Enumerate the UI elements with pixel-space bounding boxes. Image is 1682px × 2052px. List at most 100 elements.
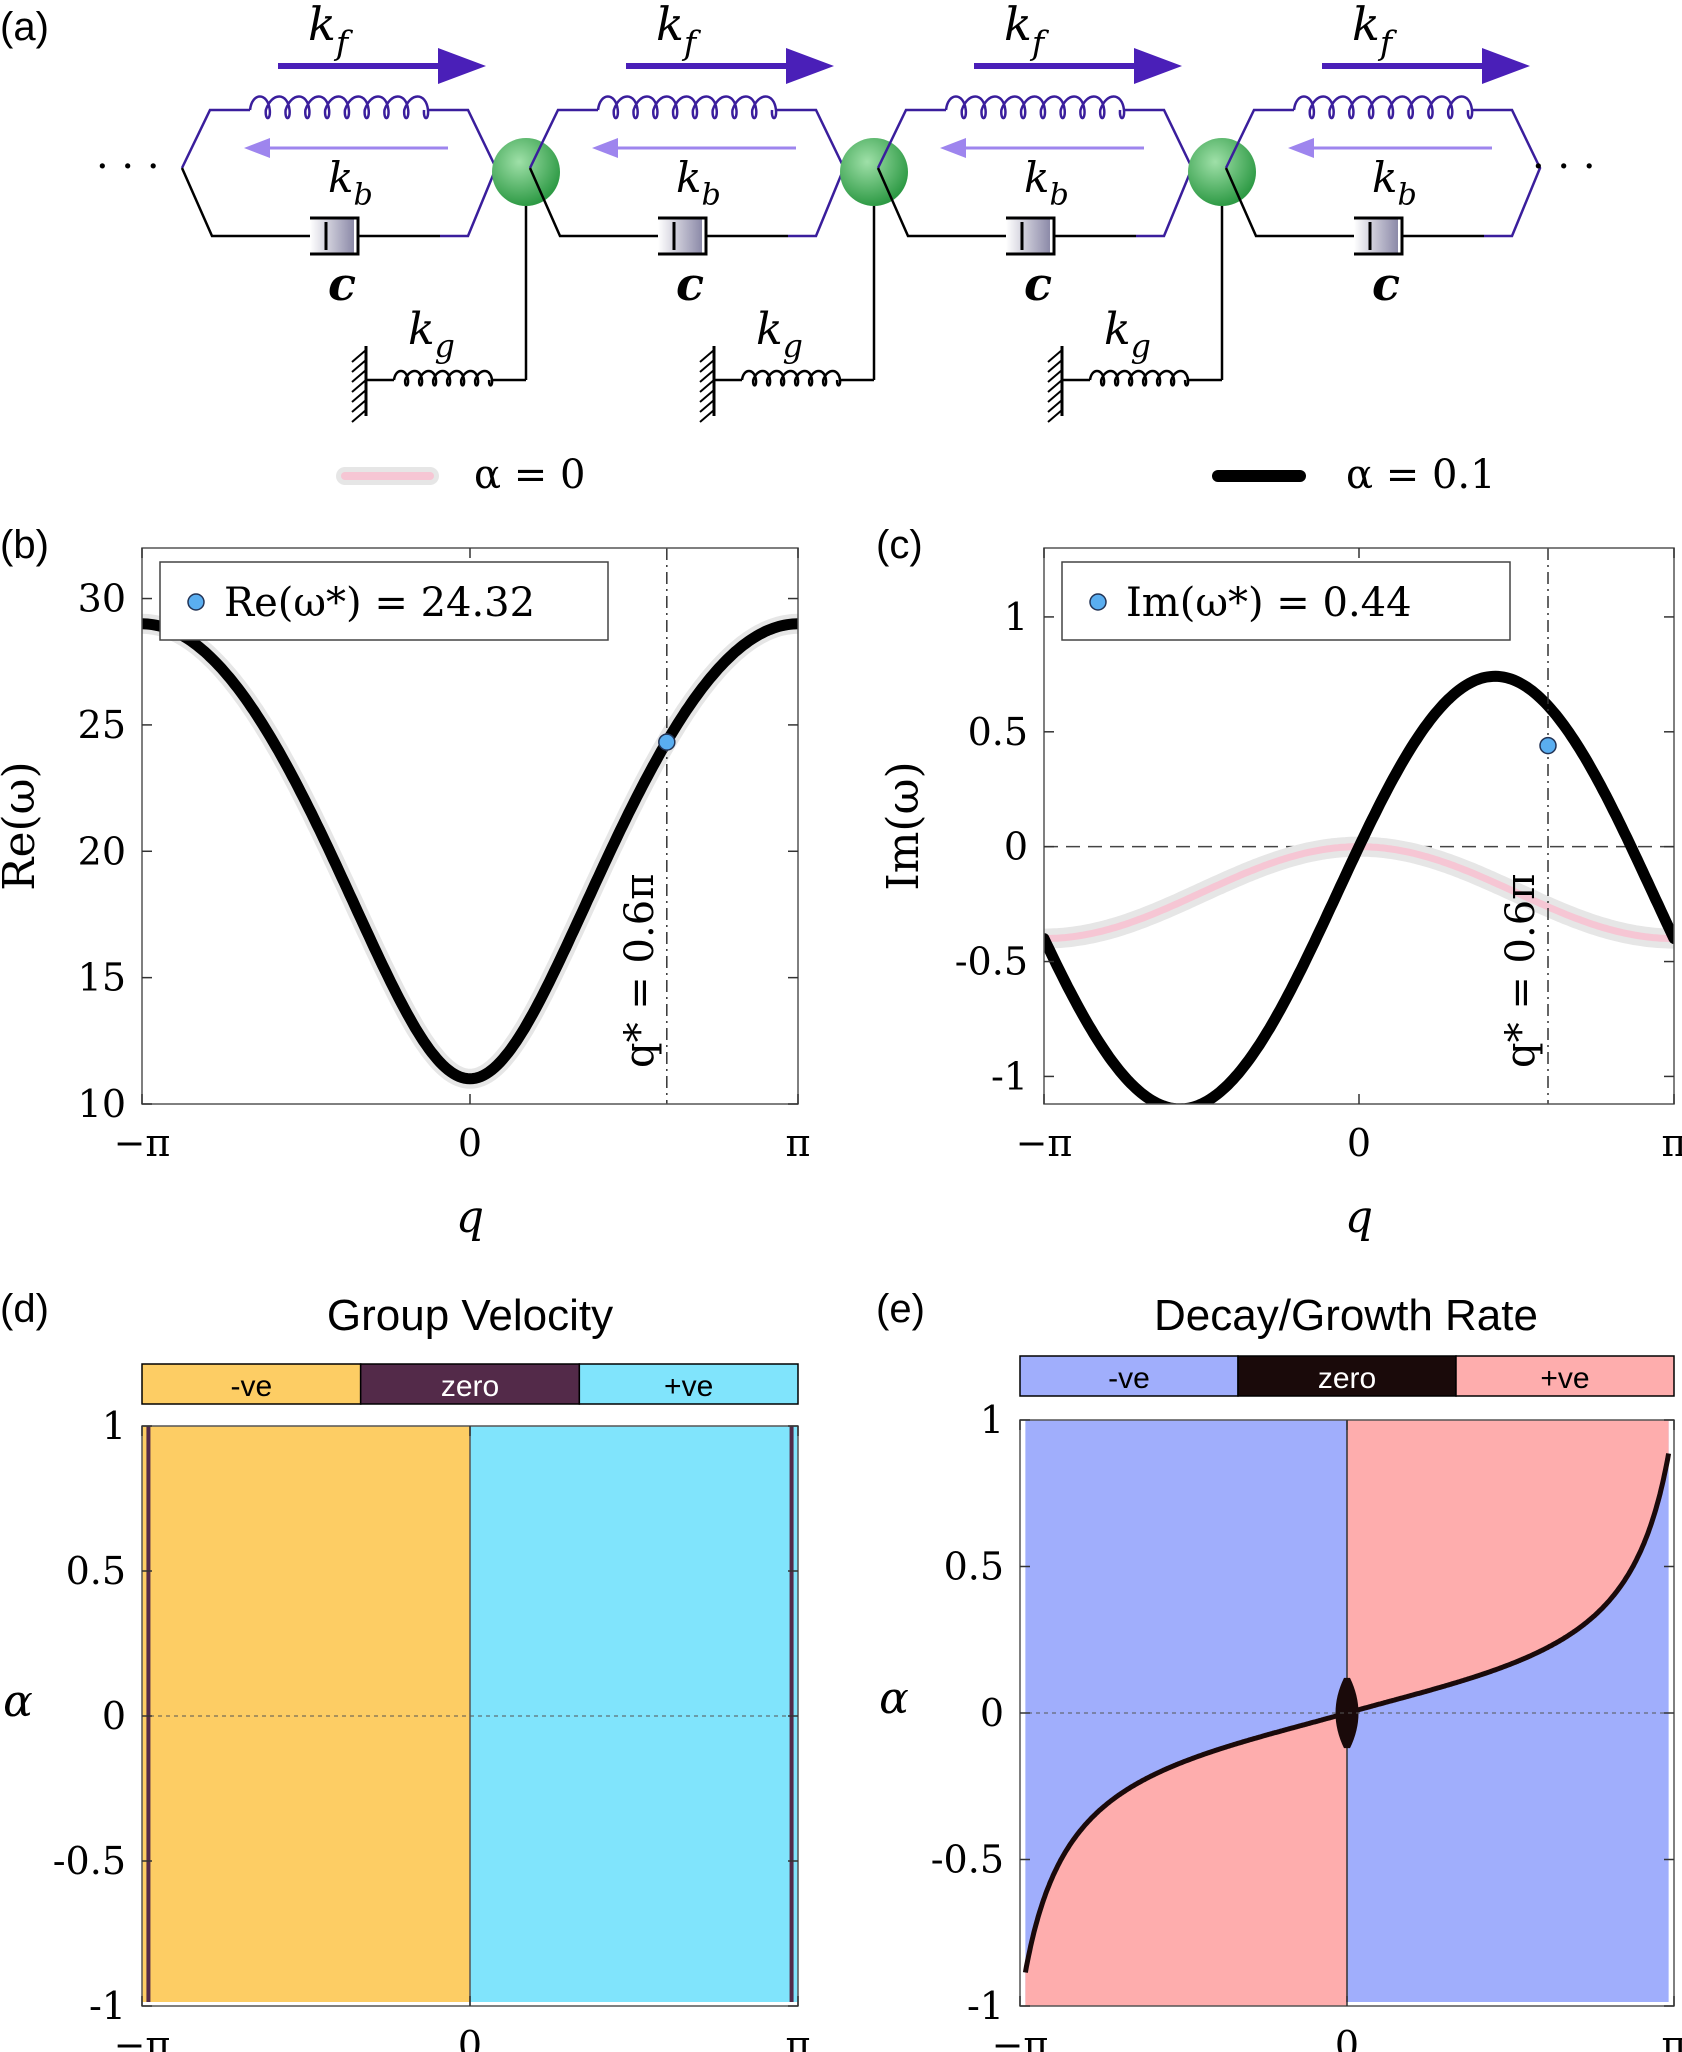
ground-hatch <box>1047 379 1063 393</box>
x-tick-label: π <box>786 2023 811 2052</box>
colorbar-label: +ve <box>1540 1362 1589 1395</box>
mass <box>1188 138 1256 206</box>
y-tick-label: 0 <box>102 1694 126 1738</box>
y-axis-label: α <box>3 1676 33 1727</box>
y-tick-label: 1 <box>1004 595 1028 639</box>
x-axis-label: q <box>456 1192 484 1243</box>
frame-edge <box>876 167 1006 238</box>
ground-hatch <box>1047 349 1063 363</box>
kb-label: kb <box>676 153 721 213</box>
y-tick-label: 0.5 <box>66 1549 126 1593</box>
q-star-marker <box>658 733 676 751</box>
colorbar-segment <box>359 1363 581 1405</box>
kg-label: kg <box>1104 304 1151 365</box>
y-tick-label: 30 <box>78 577 126 621</box>
ground-hatch <box>1047 369 1063 383</box>
colorbar-label: +ve <box>664 1370 713 1403</box>
x-tick-label: −π <box>1016 1121 1073 1165</box>
ground-spring-coil <box>392 369 494 387</box>
chart-legend-marker <box>1089 593 1107 611</box>
chart-legend: Re(ω*) = 24.32 <box>159 561 609 641</box>
chart-b: q* = 0.6π Re(ω*) = 24.32 −π 0 π 10 15 20 25 30 q Re… <box>0 547 811 1243</box>
y-tick-label: -1 <box>967 1984 1004 2028</box>
ground-hatch <box>699 379 715 393</box>
y-tick-label: -0.5 <box>931 1838 1004 1882</box>
zero-rate-cusp <box>1335 1677 1359 1749</box>
legend-alpha0-text: α = 0 <box>474 452 585 498</box>
region-positive <box>470 1426 798 2002</box>
spring-kf-coil <box>248 95 430 120</box>
chart-d: Group Velocity-vezero+ve−π0π-1-0.500.51q… <box>3 1291 810 2052</box>
x-tick-label: −π <box>114 2023 171 2052</box>
dashpot-body <box>1354 218 1398 254</box>
kb-arrow-head <box>592 138 618 158</box>
kf-arrow-head <box>1482 48 1530 84</box>
x-tick-label: 0 <box>458 2023 482 2052</box>
colorbar-segment <box>1019 1355 1239 1397</box>
ground-hatch <box>1047 389 1063 403</box>
ellipsis-right: · · · <box>1532 144 1596 190</box>
kb-label: kb <box>328 153 373 213</box>
kg-label: kg <box>756 304 803 365</box>
ground-hatch <box>699 389 715 403</box>
kf-label: kf <box>1352 0 1398 62</box>
x-tick-label: π <box>1662 1121 1682 1165</box>
unit-cell: kf kb ckg <box>528 0 908 423</box>
x-tick-label: π <box>786 1121 811 1165</box>
y-tick-label: 15 <box>78 956 126 1000</box>
q-star-label: q* = 0.6π <box>1498 874 1544 1068</box>
ground-spring-coil <box>1088 369 1190 387</box>
ground-hatch <box>699 359 715 373</box>
region-positive <box>1347 1420 1669 1713</box>
frame-edge <box>428 108 498 238</box>
chart-legend-box <box>1061 561 1511 641</box>
x-tick-label: π <box>1662 2023 1682 2052</box>
colorbar-label: zero <box>1318 1362 1376 1395</box>
ground-hatch <box>699 409 715 423</box>
kb-arrow-head <box>244 138 270 158</box>
kf-label: kf <box>308 0 354 62</box>
frame-edge <box>876 108 946 169</box>
legend-alpha01-text: α = 0.1 <box>1346 452 1496 498</box>
kf-label: kf <box>1004 0 1050 62</box>
colorbar-segment <box>578 1363 799 1405</box>
chart-legend-text: Re(ω*) = 24.32 <box>224 580 535 626</box>
chart-legend: Im(ω*) = 0.44 <box>1061 561 1511 641</box>
kb-label: kb <box>1024 153 1069 213</box>
chart-e: Decay/Growth Rate-ve zero +ve −π 0 π -1 -0.5 0 0.… <box>879 1291 1682 2052</box>
frame-edge <box>180 167 310 238</box>
mass <box>840 138 908 206</box>
kb-arrow-head <box>1288 138 1314 158</box>
panel-d-label: (d) <box>0 1287 49 1331</box>
x-axis-label: q <box>1345 1192 1373 1243</box>
panel-c: (c) q* = 0.6π Im(ω*) = 0.44 −π 0 π -1 -0.5 0 0.5… <box>876 523 1682 1243</box>
panel-e-label: (e) <box>876 1287 925 1331</box>
chart-title: Decay/Growth Rate <box>1154 1291 1538 1340</box>
frame-edge <box>1224 167 1354 238</box>
y-tick-label: 0 <box>1004 825 1028 869</box>
frame-edge <box>528 167 658 238</box>
ground-spring-coil <box>740 369 842 387</box>
frame-edge <box>776 108 846 238</box>
q-star-marker <box>1539 736 1557 755</box>
q-star-label: q* = 0.6π <box>617 874 663 1068</box>
ground-hatch <box>351 399 367 413</box>
dashpot-c-label: c <box>1372 257 1400 311</box>
ground-hatch <box>1047 409 1063 423</box>
y-tick-label: -0.5 <box>53 1839 126 1883</box>
colorbar-segment <box>1237 1355 1457 1397</box>
kg-label: kg <box>408 304 455 365</box>
frame-edge <box>1472 108 1542 238</box>
ground-hatch <box>699 349 715 363</box>
kb-arrow-head <box>940 138 966 158</box>
colorbar-label: zero <box>441 1370 499 1403</box>
spring-kf-coil <box>944 95 1126 120</box>
panel-e: (e) Decay/Growth Rate-ve zero +ve −π 0 π -1 -0.… <box>876 1287 1682 2052</box>
y-tick-label: 1 <box>102 1404 126 1448</box>
x-tick-label: 0 <box>1347 1121 1371 1165</box>
colorbar-segment <box>1455 1355 1675 1397</box>
y-tick-label: 0.5 <box>968 710 1028 754</box>
kf-arrow-head <box>1134 48 1182 84</box>
y-tick-label: 0 <box>980 1691 1004 1735</box>
